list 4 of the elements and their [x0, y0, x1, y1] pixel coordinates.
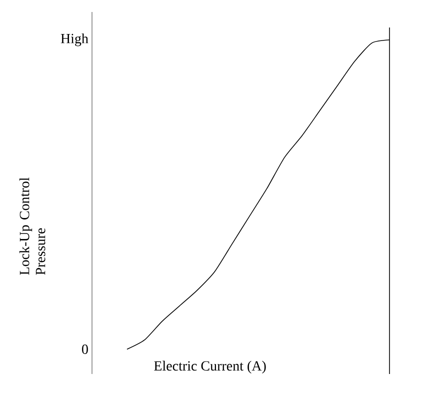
y-axis-title: Lock-Up Control Pressure — [19, 178, 46, 275]
x-axis-title: Electric Current (A) — [154, 360, 266, 374]
annotation: 0 — [82, 344, 88, 354]
annotation: High — [60, 33, 88, 46]
